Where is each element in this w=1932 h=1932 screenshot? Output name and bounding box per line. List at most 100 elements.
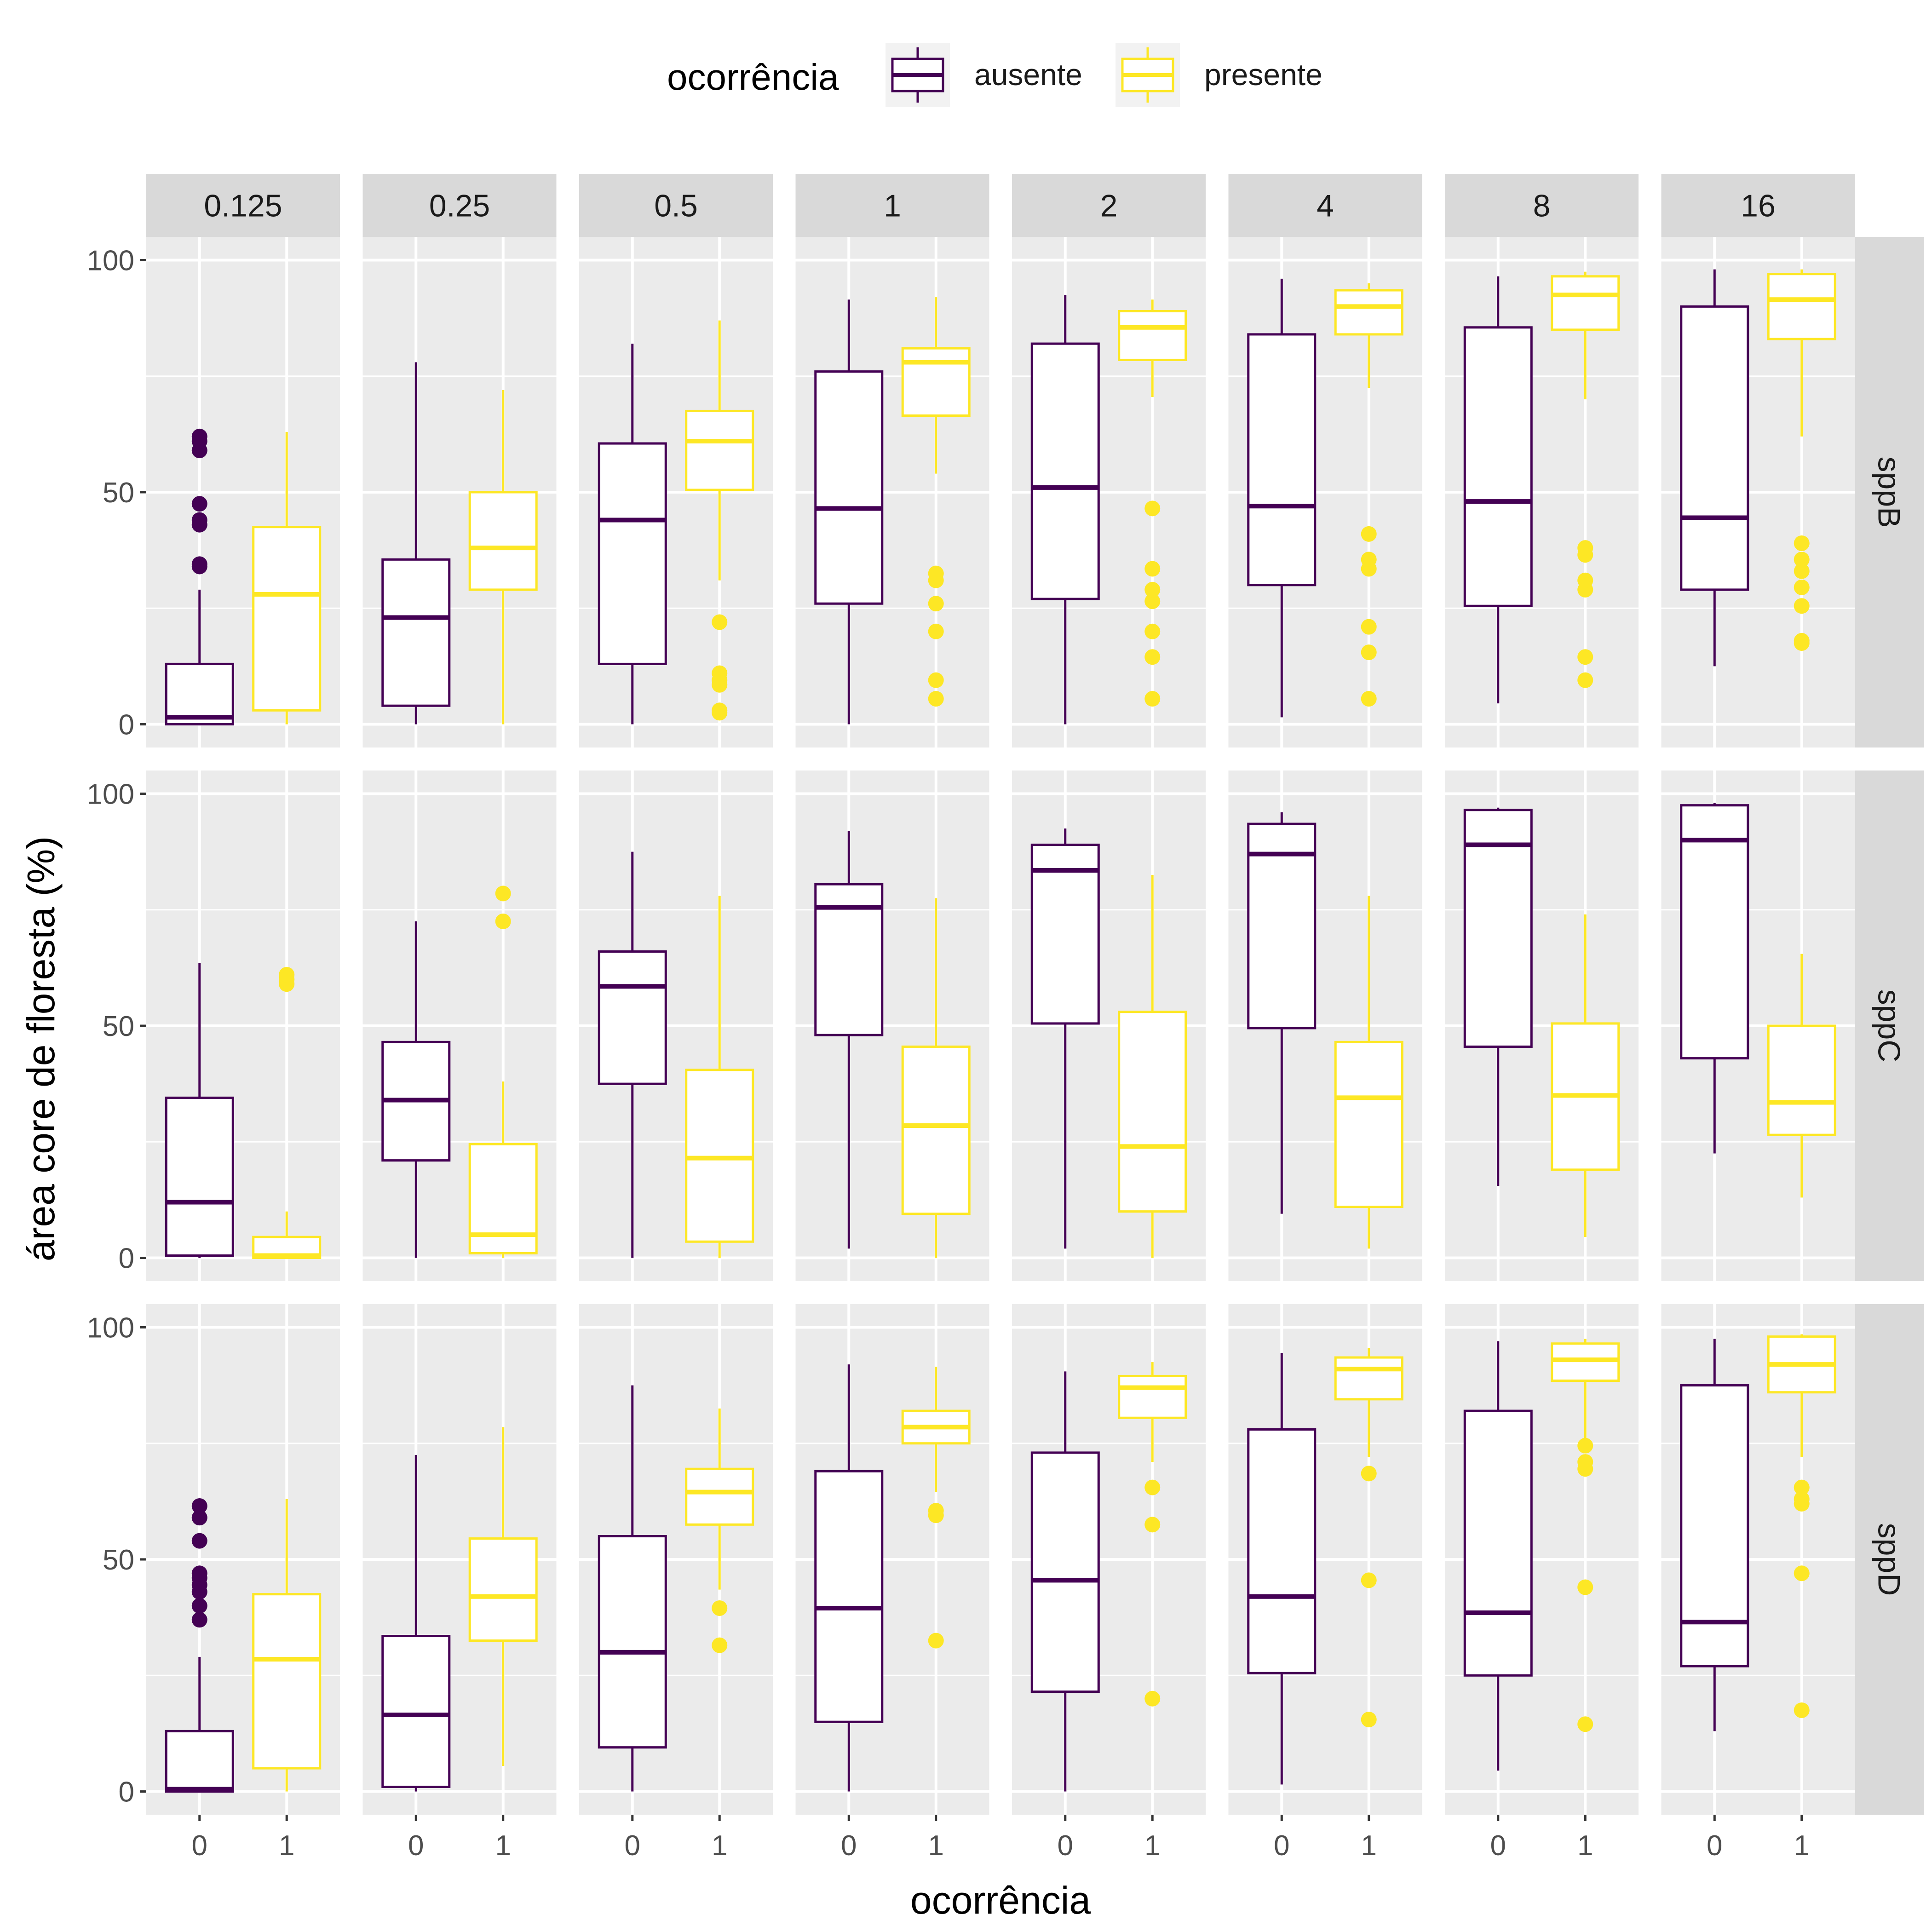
- box: [1247, 822, 1317, 1029]
- box: [1551, 1342, 1620, 1382]
- outlier-point: [928, 691, 944, 707]
- y-tick-label: 0: [119, 1777, 134, 1808]
- outlier-point: [1361, 619, 1377, 635]
- outlier-point: [928, 596, 944, 612]
- facet-panel: [146, 1304, 340, 1815]
- legend-label-presente: presente: [1204, 58, 1322, 92]
- box: [1030, 342, 1100, 600]
- legend-label-ausente: ausente: [974, 58, 1082, 92]
- outlier-point: [1794, 598, 1810, 614]
- x-tick-label: 1: [1577, 1830, 1593, 1862]
- outlier-point: [495, 913, 511, 929]
- outlier-point: [1794, 1479, 1810, 1495]
- outlier-point: [712, 702, 728, 719]
- facet-strip-row-label: sppD: [1872, 1523, 1907, 1596]
- box: [1334, 1041, 1403, 1208]
- facet-strip-row-label: sppB: [1872, 457, 1907, 528]
- facet-strip-row: [1855, 770, 1924, 1281]
- facet-strip-col: [146, 174, 340, 237]
- x-tick-label: 1: [279, 1830, 294, 1862]
- outlier-point: [1577, 1454, 1593, 1470]
- outlier-point: [1577, 572, 1593, 588]
- outlier-point: [1577, 1438, 1593, 1454]
- outlier-point: [191, 1598, 207, 1614]
- facet-panel: [579, 1304, 773, 1815]
- box: [901, 347, 971, 417]
- x-tick-label: 1: [1794, 1830, 1809, 1862]
- box: [381, 1635, 451, 1788]
- outlier-point: [1144, 649, 1161, 665]
- x-tick-label: 0: [1274, 1830, 1289, 1862]
- box: [1767, 1024, 1836, 1136]
- facet-panel: [1661, 237, 1855, 748]
- outlier-point: [1361, 526, 1377, 542]
- box: [814, 1470, 884, 1723]
- outlier-point: [712, 614, 728, 630]
- outlier-point: [279, 967, 295, 983]
- facet-strip-row: [1855, 237, 1924, 748]
- x-tick-label: 0: [841, 1830, 857, 1862]
- outlier-point: [712, 665, 728, 681]
- facet-panel: [579, 770, 773, 1281]
- facet-panel: [1445, 237, 1639, 748]
- outlier-point: [1794, 535, 1810, 551]
- box: [598, 1535, 667, 1749]
- box: [598, 950, 667, 1085]
- outlier-point: [191, 1510, 207, 1526]
- outlier-point: [191, 556, 207, 572]
- facet-panels: 0.125 0.25 0.5 1 2 4 8 16sppBsppCsppD0501000501…: [87, 174, 1924, 1862]
- y-tick-label: 0: [119, 1243, 134, 1275]
- outlier-point: [1361, 552, 1377, 568]
- outlier-point: [1577, 649, 1593, 665]
- x-tick-label: 0: [408, 1830, 424, 1862]
- facet-panel: [1661, 770, 1855, 1281]
- box: [685, 1467, 754, 1526]
- facet-panel: [1228, 237, 1422, 748]
- x-tick-label: 0: [625, 1830, 640, 1862]
- x-tick-label: 1: [1144, 1830, 1160, 1862]
- box: [1551, 275, 1620, 331]
- outlier-point: [495, 886, 511, 902]
- outlier-point: [1144, 593, 1161, 610]
- y-tick-label: 0: [119, 709, 134, 741]
- box: [814, 370, 884, 605]
- x-tick-label: 1: [928, 1830, 943, 1862]
- box: [165, 662, 234, 726]
- box: [381, 558, 451, 707]
- outlier-point: [1144, 691, 1161, 707]
- box: [1334, 289, 1403, 336]
- box: [1680, 1384, 1749, 1668]
- facet-strip-row: [1855, 1304, 1924, 1815]
- outlier-point: [1361, 1572, 1377, 1588]
- y-tick-label: 50: [103, 1544, 134, 1576]
- box: [468, 491, 538, 591]
- box: [1118, 310, 1187, 361]
- outlier-point: [928, 623, 944, 639]
- x-tick-label: 1: [1361, 1830, 1376, 1862]
- outlier-point: [1794, 1702, 1810, 1718]
- box: [252, 526, 322, 712]
- outlier-point: [1577, 672, 1593, 688]
- facet-strip-col: [579, 174, 773, 237]
- y-tick-label: 100: [87, 1312, 134, 1344]
- box: [1118, 1011, 1187, 1213]
- facet-panel: [1012, 770, 1206, 1281]
- facet-panel: [1228, 770, 1422, 1281]
- facet-panel: [1228, 1304, 1422, 1815]
- outlier-point: [1794, 563, 1810, 579]
- facet-panel: [1445, 770, 1639, 1281]
- outlier-point: [1794, 579, 1810, 595]
- facet-strip-col-label: 1: [884, 189, 901, 224]
- box: [598, 442, 667, 665]
- outlier-point: [1794, 1491, 1810, 1507]
- box: [1463, 326, 1533, 607]
- facet-panel: [362, 1304, 557, 1815]
- outlier-point: [1361, 1466, 1377, 1482]
- facet-panel: [795, 1304, 989, 1815]
- outlier-point: [191, 1498, 207, 1514]
- legend-title: ocorrência: [667, 57, 839, 98]
- facet-panel: [362, 770, 557, 1281]
- box: [685, 409, 754, 491]
- facet-strip-col: [1228, 174, 1422, 237]
- facet-panel: [1661, 1304, 1855, 1815]
